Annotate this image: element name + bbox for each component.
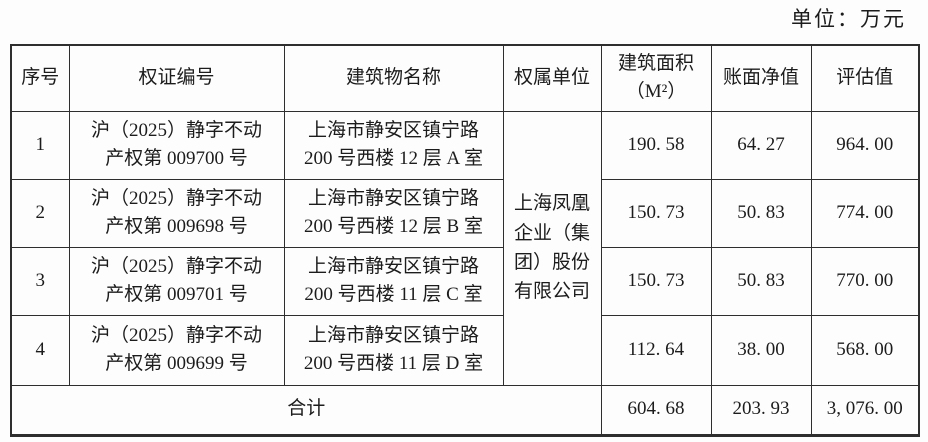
total-area: 604. 68 xyxy=(600,384,712,436)
cell-area: 150. 73 xyxy=(600,178,712,248)
cert-line: 沪（2025）静字不动 xyxy=(90,119,262,141)
cell-area: 112. 64 xyxy=(600,314,712,386)
header-area-line1: 建筑面积 xyxy=(617,53,694,75)
cert-line: 沪（2025）静字不动 xyxy=(90,187,262,209)
cell-book-value: 50. 83 xyxy=(710,178,812,248)
cell-building: 上海市静安区镇宁路 200 号西楼 11 层 D 室 xyxy=(283,314,504,386)
total-label: 合计 xyxy=(10,384,602,436)
building-line: 200 号西楼 12 层 B 室 xyxy=(304,216,483,237)
cell-building: 上海市静安区镇宁路 200 号西楼 12 层 B 室 xyxy=(283,178,504,248)
cert-line: 沪（2025）静字不动 xyxy=(90,255,262,277)
header-area-line2: （M²） xyxy=(625,81,687,103)
cell-seq: 3 xyxy=(10,246,70,316)
cell-appraisal: 964. 00 xyxy=(810,110,920,180)
cell-building: 上海市静安区镇宁路 200 号西楼 11 层 C 室 xyxy=(283,246,504,316)
cell-cert: 沪（2025）静字不动 产权第 009701 号 xyxy=(68,246,285,316)
cert-line: 产权第 009699 号 xyxy=(105,353,248,374)
building-line: 200 号西楼 12 层 A 室 xyxy=(304,148,483,169)
building-line: 上海市静安区镇宁路 xyxy=(307,187,479,209)
cert-line: 沪（2025）静字不动 xyxy=(90,324,262,346)
cell-cert: 沪（2025）静字不动 产权第 009700 号 xyxy=(68,110,285,180)
table-row: 2 沪（2025）静字不动 产权第 009698 号 上海市静安区镇宁路 200… xyxy=(10,178,920,248)
cert-line: 产权第 009700 号 xyxy=(105,148,248,169)
building-line: 200 号西楼 11 层 D 室 xyxy=(303,353,484,374)
table-row: 4 沪（2025）静字不动 产权第 009699 号 上海市静安区镇宁路 200… xyxy=(10,314,920,386)
cell-book-value: 50. 83 xyxy=(710,246,812,316)
table-row: 1 沪（2025）静字不动 产权第 009700 号 上海市静安区镇宁路 200… xyxy=(10,110,920,386)
cert-line: 产权第 009701 号 xyxy=(105,284,248,305)
cell-owner: 上海凤凰企业（集团）股份有限公司 xyxy=(502,110,602,386)
header-appraisal: 评估值 xyxy=(810,44,920,112)
header-book-value: 账面净值 xyxy=(710,44,812,112)
cell-area: 150. 73 xyxy=(600,246,712,316)
cell-seq: 4 xyxy=(10,314,70,386)
cell-appraisal: 774. 00 xyxy=(810,178,920,248)
cell-book-value: 64. 27 xyxy=(710,110,812,180)
building-line: 200 号西楼 11 层 C 室 xyxy=(304,284,483,305)
table-header-row: 序号 权证编号 建筑物名称 权属单位 建筑面积 （M²） 账面净值 评估值 xyxy=(10,44,920,112)
asset-table: 序号 权证编号 建筑物名称 权属单位 建筑面积 （M²） 账面净值 评估值 1 … xyxy=(10,44,920,437)
header-cert: 权证编号 xyxy=(68,44,285,112)
cell-appraisal: 568. 00 xyxy=(810,314,920,386)
header-seq: 序号 xyxy=(10,44,70,112)
owner-name: 上海凤凰企业（集团）股份有限公司 xyxy=(514,193,591,303)
table-total-row: 合计 604. 68 203. 93 3, 076. 00 xyxy=(10,384,920,436)
total-book-value: 203. 93 xyxy=(710,384,812,436)
cell-area: 190. 58 xyxy=(600,110,712,180)
header-building: 建筑物名称 xyxy=(283,44,504,112)
building-line: 上海市静安区镇宁路 xyxy=(307,324,479,346)
cell-seq: 1 xyxy=(10,110,70,180)
header-area: 建筑面积 （M²） xyxy=(600,44,712,112)
building-line: 上海市静安区镇宁路 xyxy=(307,255,479,277)
cell-appraisal: 770. 00 xyxy=(810,246,920,316)
cell-seq: 2 xyxy=(10,178,70,248)
cell-cert: 沪（2025）静字不动 产权第 009699 号 xyxy=(68,314,285,386)
cert-line: 产权第 009698 号 xyxy=(105,216,248,237)
total-appraisal: 3, 076. 00 xyxy=(810,384,920,436)
cell-building: 上海市静安区镇宁路 200 号西楼 12 层 A 室 xyxy=(283,110,504,180)
header-owner: 权属单位 xyxy=(502,44,602,112)
table-row: 3 沪（2025）静字不动 产权第 009701 号 上海市静安区镇宁路 200… xyxy=(10,246,920,316)
cell-cert: 沪（2025）静字不动 产权第 009698 号 xyxy=(68,178,285,248)
cell-book-value: 38. 00 xyxy=(710,314,812,386)
unit-label: 单位：万元 xyxy=(791,7,906,31)
building-line: 上海市静安区镇宁路 xyxy=(307,119,479,141)
